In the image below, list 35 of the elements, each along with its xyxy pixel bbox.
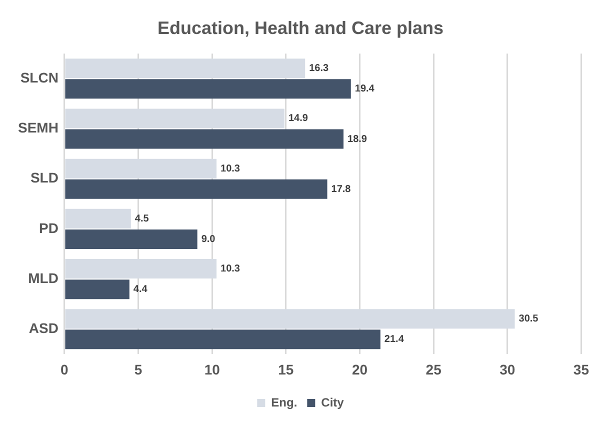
bar bbox=[65, 330, 380, 350]
data-label: 10.3 bbox=[220, 264, 240, 275]
x-tick-label: 20 bbox=[352, 361, 368, 378]
data-label: 14.9 bbox=[288, 113, 308, 124]
legend-label: City bbox=[321, 395, 344, 410]
chart-title: Education, Health and Care plans bbox=[157, 18, 444, 38]
bar bbox=[65, 179, 328, 199]
x-tick-label: 35 bbox=[573, 361, 590, 378]
x-tick-label: 0 bbox=[60, 361, 69, 378]
data-label: 21.4 bbox=[384, 334, 404, 346]
y-tick-label: PD bbox=[38, 220, 58, 236]
data-label: 9.0 bbox=[201, 234, 216, 245]
x-tick-label: 30 bbox=[500, 361, 516, 378]
data-label: 10.3 bbox=[220, 163, 240, 174]
bar bbox=[65, 129, 344, 149]
data-label: 19.4 bbox=[354, 84, 375, 95]
legend-label: Eng. bbox=[271, 395, 298, 410]
data-label: 17.8 bbox=[331, 184, 352, 195]
data-label: 16.3 bbox=[309, 63, 330, 74]
y-tick-label: SEMH bbox=[18, 120, 58, 136]
x-tick-label: 15 bbox=[278, 361, 294, 378]
y-tick-label: ASD bbox=[28, 320, 58, 336]
y-tick-label: SLCN bbox=[20, 70, 58, 86]
data-label: 4.5 bbox=[134, 213, 150, 224]
x-tick-label: 5 bbox=[134, 361, 142, 378]
bar bbox=[65, 79, 351, 99]
data-label: 4.4 bbox=[133, 284, 148, 296]
y-tick-label: MLD bbox=[28, 270, 58, 286]
data-label: 30.5 bbox=[518, 314, 539, 325]
y-tick-label: SLD bbox=[30, 170, 58, 186]
bar bbox=[65, 229, 198, 249]
x-tick-label: 25 bbox=[426, 361, 442, 378]
x-tick-label: 10 bbox=[204, 361, 220, 378]
data-label: 18.9 bbox=[348, 134, 368, 145]
bar bbox=[65, 280, 130, 300]
